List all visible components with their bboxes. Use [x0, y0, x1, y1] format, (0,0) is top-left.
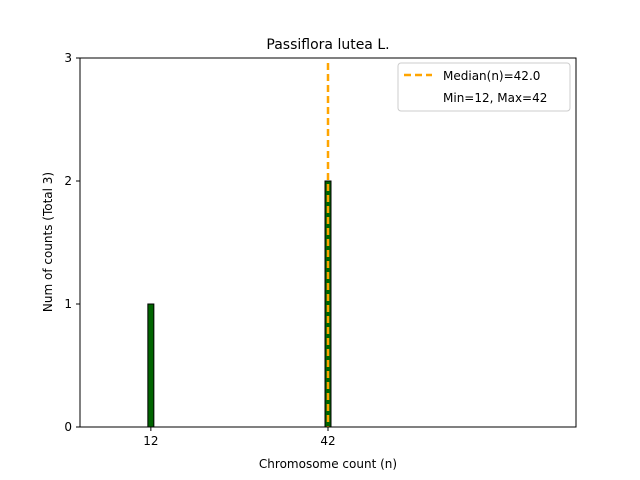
- x-tick-label: 12: [143, 434, 158, 448]
- y-axis: 0 1 2 3: [64, 51, 80, 434]
- x-tick-label: 42: [320, 434, 335, 448]
- chart-title: Passiflora lutea L.: [266, 37, 389, 53]
- y-tick-label: 2: [64, 174, 72, 188]
- bars-layer: [147, 180, 332, 428]
- x-axis-label: Chromosome count (n): [259, 457, 397, 471]
- legend-range-label: Min=12, Max=42: [443, 91, 547, 105]
- legend: Median(n)=42.0 Min=12, Max=42: [397, 62, 571, 112]
- legend-box: [397, 62, 571, 112]
- y-tick-label: 1: [64, 297, 72, 311]
- y-axis-label: Num of counts (Total 3): [41, 172, 55, 312]
- x-axis: 12 42: [143, 427, 336, 448]
- y-tick-label: 0: [64, 420, 72, 434]
- legend-median-label: Median(n)=42.0: [443, 69, 540, 83]
- y-tick-label: 3: [64, 51, 72, 65]
- bar-12: [147, 303, 155, 428]
